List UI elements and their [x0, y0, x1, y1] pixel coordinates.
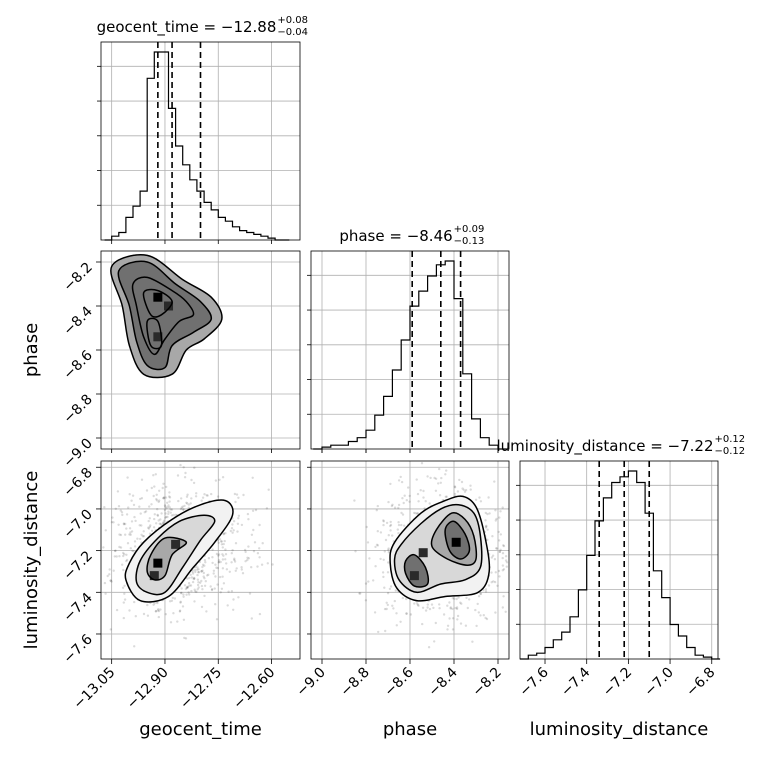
- title-plus-phase: +0.09: [454, 224, 485, 235]
- density-peak-1-0: [153, 558, 163, 568]
- contour-line-1-0: [146, 536, 188, 581]
- ytick-label-luminosity_distance-0: −7.6: [60, 631, 95, 666]
- density-peak-2-1: [409, 571, 419, 581]
- xtick-label-luminosity_distance-0: −7.6: [516, 664, 551, 699]
- title-geocent_time: geocent_time = −12.88: [97, 18, 277, 37]
- xtick-label-geocent_time-3: −12.60: [230, 665, 278, 713]
- title-luminosity_distance: luminosity_distance = −7.22: [496, 437, 713, 456]
- panel-luminosity_distance-hist: [519, 460, 719, 660]
- histogram-phase: [313, 260, 507, 450]
- histogram-luminosity_distance: [520, 470, 721, 660]
- density-peak-1-2: [149, 571, 159, 581]
- xtick-label-luminosity_distance-4: −6.8: [683, 665, 718, 700]
- contour-line-0-1: [117, 260, 213, 371]
- title-phase: phase = −8.46: [339, 227, 452, 245]
- xtick-label-luminosity_distance-1: −7.4: [558, 664, 593, 699]
- xtick-label-phase-0: −9.0: [293, 665, 328, 700]
- title-minus-phase: −0.13: [454, 236, 485, 247]
- histogram-geocent_time: [104, 51, 290, 241]
- xtick-label-geocent_time-1: −12.90: [124, 665, 172, 713]
- ytick-label-phase-4: −8.2: [60, 260, 95, 295]
- xtick-label-phase-3: −8.4: [425, 664, 460, 699]
- contour-line-2-3: [393, 503, 483, 594]
- ytick-label-luminosity_distance-3: −7.0: [60, 506, 95, 541]
- contour-line-1-2: [124, 499, 234, 603]
- ytick-label-phase-0: −9.0: [60, 436, 95, 471]
- density-peak-2-0: [451, 537, 461, 547]
- xtick-label-phase-2: −8.6: [381, 664, 416, 699]
- xtick-label-luminosity_distance-2: −7.2: [600, 665, 635, 700]
- xaxis-label-phase: phase: [383, 719, 437, 740]
- contour-line-2-2: [430, 511, 478, 566]
- contour-line-2-0: [444, 520, 471, 560]
- title-plus-luminosity_distance: +0.12: [715, 434, 746, 445]
- ytick-label-phase-3: −8.4: [60, 303, 95, 338]
- ytick-label-luminosity_distance-2: −7.2: [60, 548, 95, 583]
- panel-geocent_time-hist: [100, 41, 301, 241]
- density-peak-0-1: [153, 332, 163, 342]
- ytick-label-phase-1: −8.8: [60, 392, 95, 427]
- contour-line-1-1: [135, 514, 216, 596]
- xaxis-label-geocent_time: geocent_time: [139, 719, 262, 740]
- xtick-label-geocent_time-0: −13.05: [71, 665, 119, 713]
- xtick-label-geocent_time-2: −12.75: [177, 665, 225, 713]
- xtick-label-phase-4: −8.2: [469, 665, 504, 700]
- density-peak-0-0: [153, 292, 163, 302]
- contour-line-2-1: [403, 553, 430, 588]
- xtick-label-phase-1: −8.8: [337, 665, 372, 700]
- ytick-label-luminosity_distance-1: −7.4: [60, 590, 95, 625]
- yaxis-label-luminosity_distance: luminosity_distance: [21, 471, 42, 650]
- contour-line-0-4: [146, 317, 163, 350]
- contour-line-0-3: [142, 288, 173, 318]
- density-peak-2-2: [418, 548, 428, 558]
- ytick-label-luminosity_distance-4: −6.8: [60, 465, 95, 500]
- title-minus-luminosity_distance: −0.12: [715, 446, 746, 457]
- xaxis-label-luminosity_distance: luminosity_distance: [530, 719, 709, 740]
- yaxis-label-phase: phase: [21, 323, 42, 377]
- contour-line-0-2: [110, 254, 223, 379]
- ytick-label-phase-2: −8.6: [60, 347, 95, 382]
- density-peak-1-1: [171, 539, 181, 549]
- contour-line-0-0: [131, 276, 195, 356]
- density-peak-0-2: [164, 301, 174, 311]
- panel-geocent_time-vs-luminosity_distance: [100, 460, 301, 660]
- title-plus-geocent_time: +0.08: [277, 15, 308, 26]
- contour-line-2-4: [389, 495, 491, 602]
- title-minus-geocent_time: −0.04: [277, 27, 308, 38]
- xtick-label-luminosity_distance-3: −7.0: [642, 665, 677, 700]
